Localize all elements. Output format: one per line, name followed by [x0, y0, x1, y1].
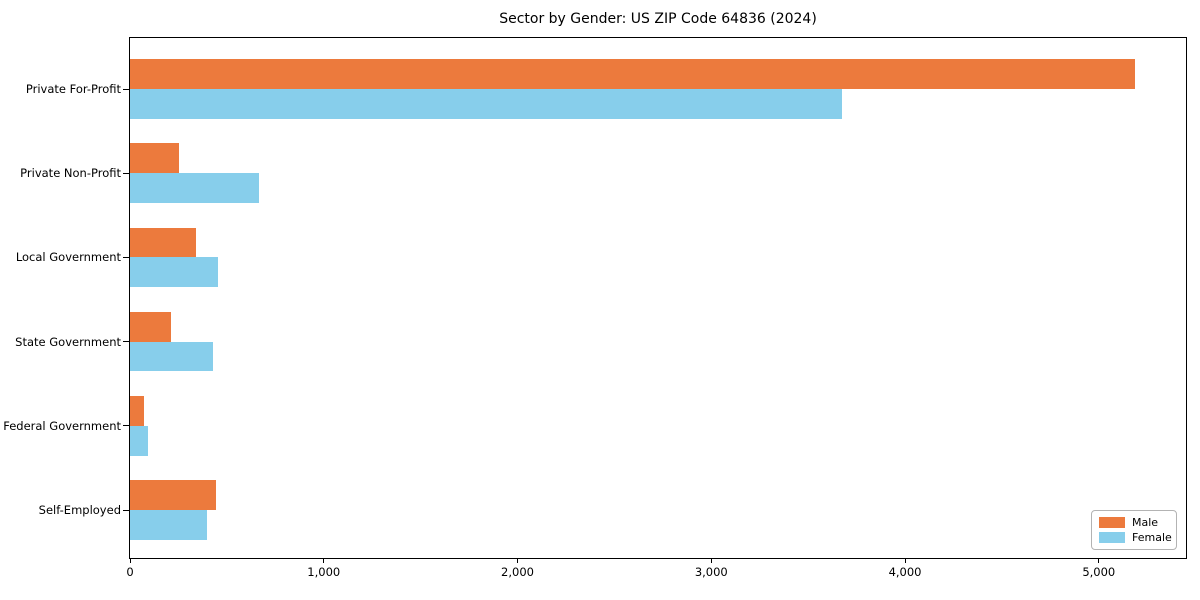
xtick-mark-0: [129, 559, 131, 563]
bar-female-state-government: [130, 341, 214, 372]
ytick-mark-state-government: [123, 341, 129, 343]
ytick-label-self-employed: Self-Employed: [38, 503, 121, 517]
ytick-label-federal-government: Federal Government: [3, 418, 121, 433]
plot-area: [129, 37, 1187, 559]
bar-male-local-government: [130, 227, 196, 258]
xtick-mark-1000: [323, 559, 325, 563]
legend-label-male: Male: [1132, 515, 1159, 529]
bar-female-federal-government: [130, 425, 149, 456]
xtick-label-2000: 2,000: [501, 565, 534, 579]
bar-female-private-for-profit: [130, 89, 843, 119]
chart-title: Sector by Gender: US ZIP Code 64836 (202…: [499, 11, 817, 27]
xtick-mark-4000: [904, 559, 906, 563]
xtick-label-5000: 5,000: [1082, 565, 1116, 579]
xtick-mark-2000: [517, 559, 519, 563]
xtick-label-3000: 3,000: [694, 565, 728, 579]
bar-female-private-non-profit: [130, 173, 259, 203]
ytick-mark-self-employed: [123, 509, 129, 511]
xtick-label-0: 0: [126, 565, 134, 579]
legend-label-female: Female: [1132, 531, 1172, 545]
ytick-mark-federal-government: [123, 425, 129, 427]
bar-male-state-government: [130, 311, 171, 342]
ytick-label-local-government: Local Government: [15, 250, 121, 265]
ytick-label-private-for-profit: Private For-Profit: [25, 82, 121, 96]
bar-female-local-government: [130, 257, 219, 288]
bar-male-self-employed: [130, 480, 217, 510]
xtick-label-4000: 4,000: [888, 565, 922, 579]
bar-female-self-employed: [130, 510, 207, 540]
bar-male-federal-government: [130, 396, 144, 426]
legend: Male Female: [1091, 510, 1177, 550]
ytick-label-state-government: State Government: [15, 334, 121, 349]
legend-swatch-female: [1099, 532, 1125, 544]
legend-item-male: Male: [1099, 516, 1169, 529]
ytick-label-private-non-profit: Private Non-Profit: [20, 166, 121, 181]
ytick-mark-local-government: [123, 256, 129, 258]
legend-item-female: Female: [1099, 531, 1172, 545]
xtick-mark-5000: [1098, 559, 1100, 563]
ytick-mark-private-for-profit: [123, 88, 129, 90]
xtick-label-1000: 1,000: [307, 565, 341, 579]
bar-male-private-for-profit: [130, 59, 1135, 89]
xtick-mark-3000: [710, 559, 712, 563]
legend-swatch-male: [1099, 516, 1125, 528]
bar-male-private-non-profit: [130, 143, 180, 174]
ytick-mark-private-non-profit: [123, 172, 129, 174]
